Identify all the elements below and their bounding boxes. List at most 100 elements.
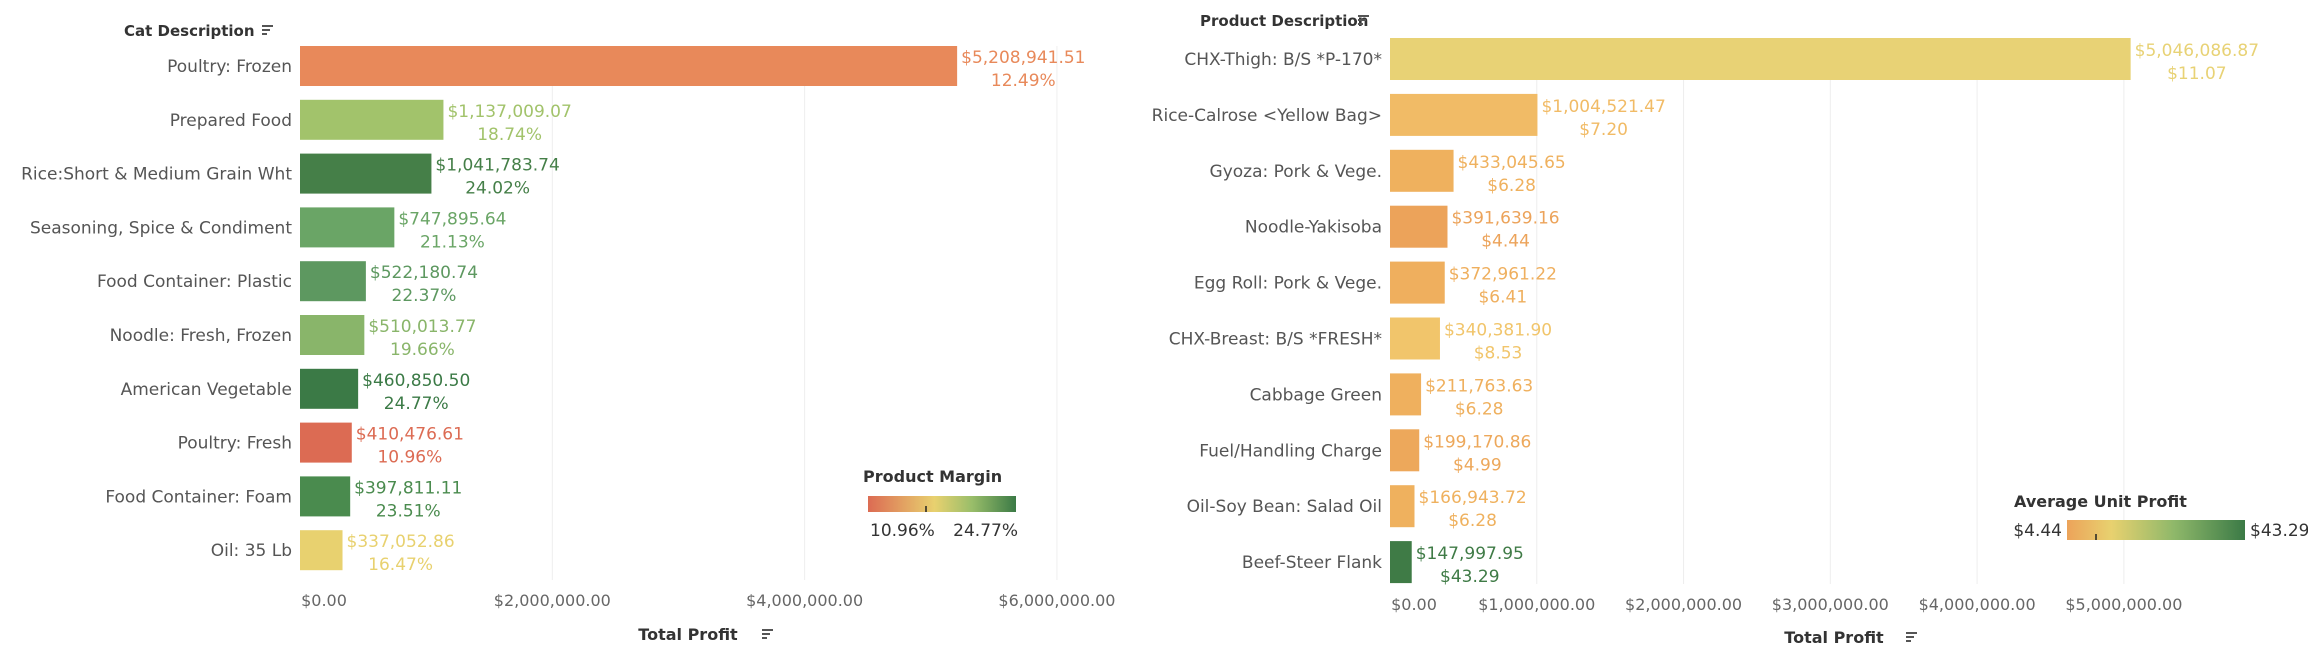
value-label: $747,895.64: [398, 209, 506, 229]
value-label: $1,004,521.47: [1541, 97, 1665, 117]
bar[interactable]: [1390, 38, 2131, 80]
x-tick-label: $4,000,000.00: [746, 591, 863, 610]
color-value-label: 16.47%: [368, 555, 433, 575]
bar[interactable]: [1390, 373, 1422, 416]
bar-row[interactable]: Food Container: Foam $397,811.11 23.51%: [105, 476, 462, 521]
color-legend[interactable]: Average Unit Profit $4.44 $43.29: [2013, 492, 2308, 541]
bar[interactable]: [1390, 485, 1415, 528]
value-label: $397,811.11: [354, 478, 462, 498]
bar-row[interactable]: Cabbage Green $211,763.63 $6.28: [1250, 373, 1534, 419]
bar[interactable]: [1390, 205, 1448, 248]
category-label: Noodle: Fresh, Frozen: [110, 326, 292, 346]
bar[interactable]: [1390, 149, 1454, 192]
category-label: Rice:Short & Medium Grain Wht: [21, 165, 292, 185]
chart-product-profit: Product Description CHX-Thigh: B/S *P-17…: [1152, 12, 2308, 647]
color-value-label: $4.99: [1453, 455, 1502, 475]
color-value-label: $4.44: [1481, 232, 1530, 252]
sort-icon[interactable]: [1906, 632, 1917, 642]
bar-row[interactable]: Oil: 35 Lb $337,052.86 16.47%: [211, 530, 455, 575]
bar[interactable]: [1390, 93, 1538, 136]
x-axis-ticks: $0.00 $1,000,000.00 $2,000,000.00 $3,000,00…: [1391, 595, 2182, 614]
value-label: $340,381.90: [1444, 321, 1552, 341]
legend-max-label: 24.77%: [953, 521, 1018, 541]
bar-row[interactable]: Rice:Short & Medium Grain Wht $1,041,783.…: [21, 153, 560, 199]
row-header-product-description: Product Description: [1200, 12, 1368, 30]
x-axis-title-group[interactable]: Total Profit: [1784, 628, 1917, 647]
sort-icon[interactable]: [1358, 15, 1369, 25]
category-label: Egg Roll: Pork & Vege.: [1194, 274, 1382, 294]
category-label: Poultry: Frozen: [167, 57, 292, 77]
bar[interactable]: [1390, 261, 1445, 304]
bar-row[interactable]: Prepared Food $1,137,009.07 18.74%: [170, 99, 572, 145]
bar-row[interactable]: Beef-Steer Flank $147,997.95 $43.29: [1242, 541, 1524, 587]
bar-row[interactable]: American Vegetable $460,850.50 24.77%: [121, 368, 471, 414]
legend-min-label: $4.44: [2013, 521, 2062, 541]
bar-row[interactable]: Food Container: Plastic $522,180.74 22.37%: [97, 261, 478, 306]
x-tick-label: $5,000,000.00: [2065, 595, 2182, 614]
category-label: Seasoning, Spice & Condiment: [30, 218, 292, 238]
x-tick-label: $3,000,000.00: [1772, 595, 1889, 614]
sort-icon[interactable]: [762, 629, 773, 639]
bar[interactable]: [300, 315, 365, 355]
bar-row[interactable]: CHX-Breast: B/S *FRESH* $340,381.90 $8.53: [1169, 317, 1552, 364]
legend-title: Product Margin: [863, 467, 1002, 486]
bar-row[interactable]: Seasoning, Spice & Condiment $747,895.64 2…: [30, 207, 507, 252]
value-label: $410,476.61: [356, 425, 464, 445]
bar-row[interactable]: Gyoza: Pork & Vege. $433,045.65 $6.28: [1210, 149, 1566, 196]
value-label: $211,763.63: [1425, 376, 1533, 396]
category-label: Noodle-Yakisoba: [1245, 218, 1382, 238]
value-label: $337,052.86: [347, 532, 455, 552]
color-value-label: $7.20: [1579, 120, 1628, 140]
bar-row[interactable]: Noodle: Fresh, Frozen $510,013.77 19.66%: [110, 315, 477, 360]
x-axis-title: Total Profit: [1784, 628, 1884, 647]
category-label: Fuel/Handling Charge: [1199, 441, 1382, 461]
color-value-label: 10.96%: [377, 448, 442, 468]
bar[interactable]: [300, 368, 359, 409]
x-axis-title-group[interactable]: Total Profit: [638, 625, 773, 644]
category-label: Rice-Calrose <Yellow Bag>: [1152, 106, 1382, 126]
value-label: $199,170.86: [1423, 432, 1531, 452]
color-value-label: 19.66%: [390, 340, 455, 360]
x-tick-label: $1,000,000.00: [1478, 595, 1595, 614]
x-tick-label: $2,000,000.00: [494, 591, 611, 610]
color-value-label: 22.37%: [392, 286, 457, 306]
bar[interactable]: [300, 422, 352, 463]
category-label: Gyoza: Pork & Vege.: [1210, 162, 1382, 182]
sort-icon[interactable]: [262, 25, 273, 35]
category-label: Food Container: Plastic: [97, 272, 292, 292]
x-tick-label: $0.00: [1391, 595, 1437, 614]
value-label: $522,180.74: [370, 263, 478, 283]
bar-row[interactable]: CHX-Thigh: B/S *P-170* $5,046,086.87 $11.0…: [1184, 38, 2259, 84]
bar-row[interactable]: Poultry: Fresh $410,476.61 10.96%: [178, 422, 464, 468]
x-tick-label: $2,000,000.00: [1625, 595, 1742, 614]
bar-row[interactable]: Oil-Soy Bean: Salad Oil $166,943.72 $6.28: [1187, 485, 1527, 531]
color-value-label: 23.51%: [376, 501, 441, 521]
bar-row[interactable]: Poultry: Frozen $5,208,941.51 12.49%: [167, 46, 1086, 91]
bar[interactable]: [300, 99, 444, 140]
bar-row[interactable]: Rice-Calrose <Yellow Bag> $1,004,521.47 $7…: [1152, 93, 1666, 140]
value-label: $166,943.72: [1419, 488, 1527, 508]
row-header-group[interactable]: Cat Description: [124, 22, 273, 40]
bar[interactable]: [300, 476, 351, 517]
row-header-group[interactable]: Product Description: [1200, 12, 1369, 30]
bar[interactable]: [300, 530, 343, 571]
category-label: CHX-Breast: B/S *FRESH*: [1169, 330, 1382, 350]
bar[interactable]: [1390, 317, 1440, 360]
bar[interactable]: [300, 261, 366, 302]
bar[interactable]: [300, 153, 432, 194]
category-label: American Vegetable: [121, 380, 292, 400]
value-label: $147,997.95: [1416, 544, 1524, 564]
bar[interactable]: [1390, 429, 1420, 472]
color-legend[interactable]: Product Margin 10.96% 24.77%: [863, 467, 1018, 541]
legend-title: Average Unit Profit: [2014, 492, 2187, 511]
bar[interactable]: [300, 207, 395, 248]
bar-row[interactable]: Fuel/Handling Charge $199,170.86 $4.99: [1199, 429, 1531, 475]
bar[interactable]: [300, 46, 958, 86]
bar-row[interactable]: Egg Roll: Pork & Vege. $372,961.22 $6.41: [1194, 261, 1557, 308]
category-label: Oil-Soy Bean: Salad Oil: [1187, 497, 1382, 517]
value-label: $1,137,009.07: [447, 102, 571, 122]
bar-row[interactable]: Noodle-Yakisoba $391,639.16 $4.44: [1245, 205, 1560, 252]
value-label: $372,961.22: [1449, 265, 1557, 285]
value-label: $460,850.50: [362, 371, 470, 391]
bar[interactable]: [1390, 541, 1412, 584]
